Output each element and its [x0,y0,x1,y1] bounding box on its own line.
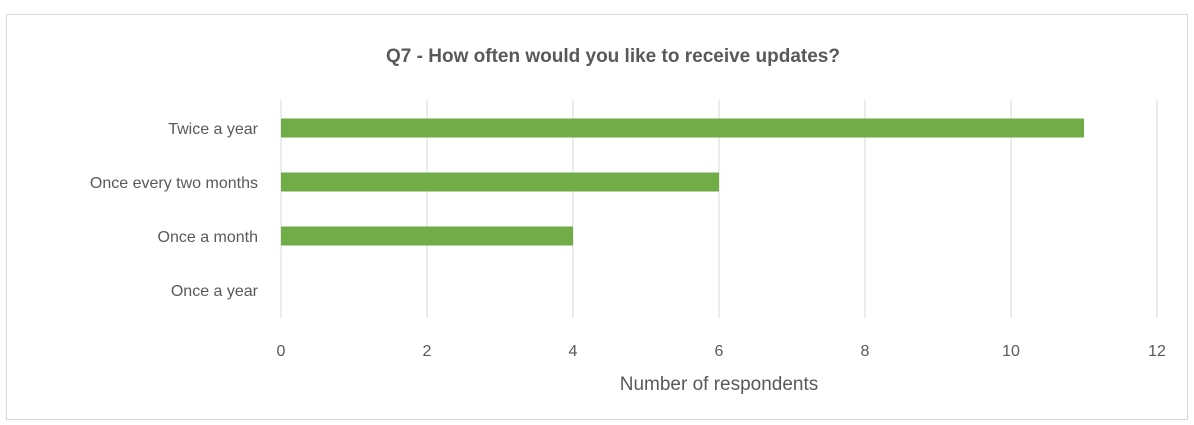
x-tick-label-10: 10 [1002,343,1020,360]
category-labels: Twice a year Once every two months Once a … [90,121,259,300]
x-tick-label-2: 2 [423,343,432,360]
bar-twice-a-year [281,118,1084,138]
x-tick-labels: 0 2 4 6 8 10 12 [277,343,1166,360]
x-tick-label-8: 8 [861,343,870,360]
chart-area [6,14,1188,420]
x-tick-label-6: 6 [715,343,724,360]
category-label-twice-a-year: Twice a year [168,121,258,138]
x-tick-label-12: 12 [1148,343,1166,360]
x-tick-label-4: 4 [569,343,578,360]
x-axis-title: Number of respondents [620,374,819,395]
bars [281,118,1084,246]
bar-once-every-two-months [281,172,719,192]
chart-title: Q7 - How often would you like to receive… [386,46,840,67]
category-label-once-a-year: Once a year [171,283,259,300]
category-label-once-a-month: Once a month [158,229,259,246]
x-tick-label-0: 0 [277,343,286,360]
bar-once-a-month [281,226,573,246]
category-label-once-every-two-months: Once every two months [90,175,258,192]
